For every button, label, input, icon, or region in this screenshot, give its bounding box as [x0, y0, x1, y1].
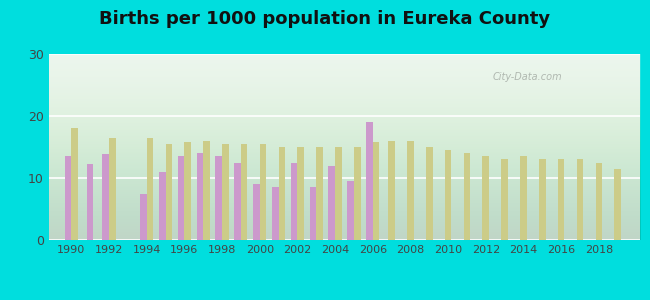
Bar: [140, 194, 147, 240]
Bar: [426, 147, 432, 240]
Bar: [388, 141, 395, 240]
Bar: [407, 141, 414, 240]
Bar: [109, 138, 116, 240]
Bar: [298, 147, 304, 240]
Bar: [253, 184, 260, 240]
Bar: [520, 156, 526, 240]
Bar: [103, 154, 109, 240]
Bar: [185, 142, 191, 240]
Bar: [215, 156, 222, 240]
Bar: [272, 187, 279, 240]
Bar: [87, 164, 94, 240]
Bar: [260, 144, 266, 240]
Bar: [445, 150, 451, 240]
Text: City-Data.com: City-Data.com: [493, 72, 562, 82]
Bar: [234, 163, 241, 240]
Bar: [159, 172, 166, 240]
Bar: [241, 144, 248, 240]
Bar: [222, 144, 229, 240]
Bar: [463, 153, 470, 240]
Bar: [72, 128, 78, 240]
Bar: [196, 153, 203, 240]
Bar: [501, 159, 508, 240]
Bar: [65, 156, 72, 240]
Bar: [577, 159, 583, 240]
Bar: [166, 144, 172, 240]
Bar: [147, 138, 153, 240]
Text: Births per 1000 population in Eureka County: Births per 1000 population in Eureka Cou…: [99, 11, 551, 28]
Bar: [328, 166, 335, 240]
Bar: [614, 169, 621, 240]
Bar: [558, 159, 564, 240]
Bar: [291, 163, 298, 240]
Bar: [203, 141, 210, 240]
Bar: [178, 156, 185, 240]
Bar: [539, 159, 545, 240]
Bar: [279, 147, 285, 240]
Bar: [372, 142, 380, 240]
Bar: [317, 147, 323, 240]
Bar: [354, 147, 361, 240]
Bar: [482, 156, 489, 240]
Bar: [347, 181, 354, 240]
Bar: [366, 122, 372, 240]
Bar: [595, 163, 602, 240]
Bar: [335, 147, 342, 240]
Bar: [309, 187, 317, 240]
